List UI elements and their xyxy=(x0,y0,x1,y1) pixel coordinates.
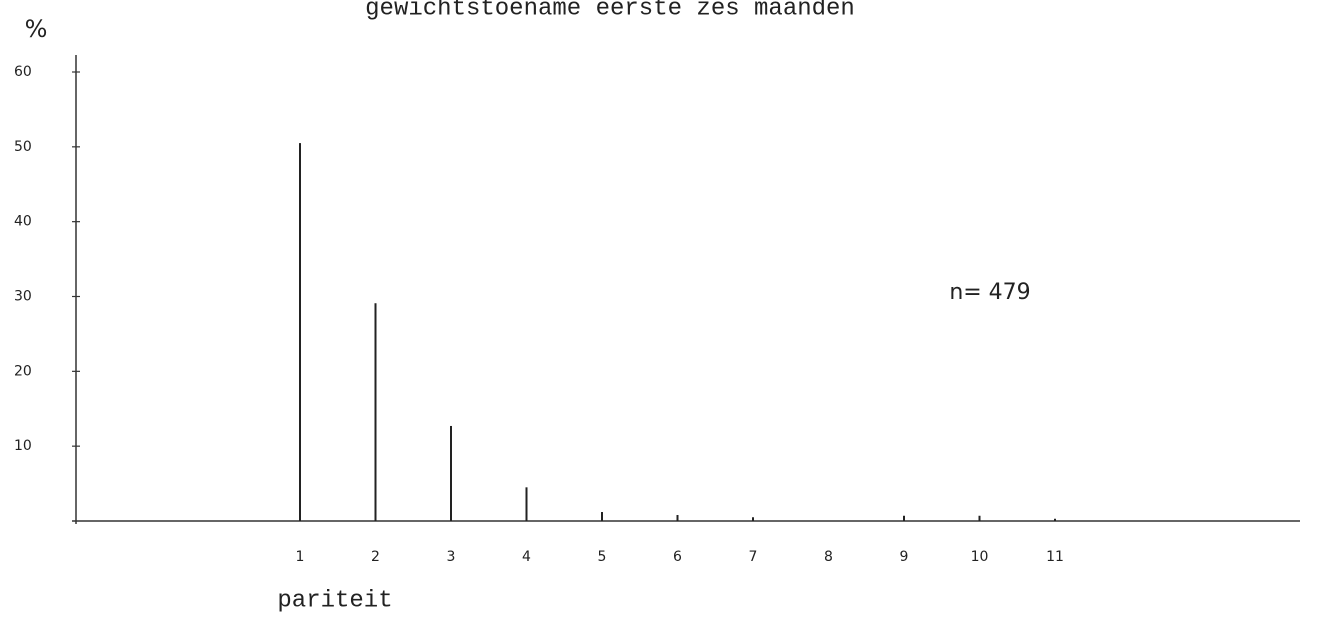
bar xyxy=(525,487,528,521)
bar xyxy=(903,515,905,521)
x-tick-label: 7 xyxy=(749,549,758,565)
x-tick-label: 9 xyxy=(900,549,909,565)
bar xyxy=(752,517,754,521)
bar xyxy=(1054,518,1056,521)
bar xyxy=(978,515,981,521)
bar xyxy=(374,303,377,521)
x-tick-label: 11 xyxy=(1046,549,1064,565)
x-axis-label: pariteit xyxy=(277,587,392,614)
x-tick-label: 6 xyxy=(673,549,682,565)
y-tick-label: 50 xyxy=(14,139,32,155)
y-tick-label: 10 xyxy=(14,438,32,454)
y-tick-label: 60 xyxy=(14,64,32,80)
y-axis-label: % xyxy=(25,15,48,43)
y-tick-label: 30 xyxy=(14,289,32,305)
bar xyxy=(676,515,679,521)
x-tick-label: 8 xyxy=(824,549,833,565)
bar xyxy=(299,143,301,521)
x-tick-label: 4 xyxy=(522,549,531,565)
x-tick-label: 2 xyxy=(371,549,380,565)
y-tick-label: 20 xyxy=(14,363,32,379)
x-tick-label: 3 xyxy=(447,549,456,565)
x-tick-label: 5 xyxy=(598,549,607,565)
bar xyxy=(601,512,603,521)
y-tick-label: 40 xyxy=(14,214,32,230)
chart-title: gewichtstoename eerste zes maanden xyxy=(365,0,855,22)
x-tick-label: 10 xyxy=(971,549,989,565)
annotation: n= 479 xyxy=(949,280,1030,305)
bar xyxy=(450,425,452,521)
x-tick-label: 1 xyxy=(296,549,305,565)
